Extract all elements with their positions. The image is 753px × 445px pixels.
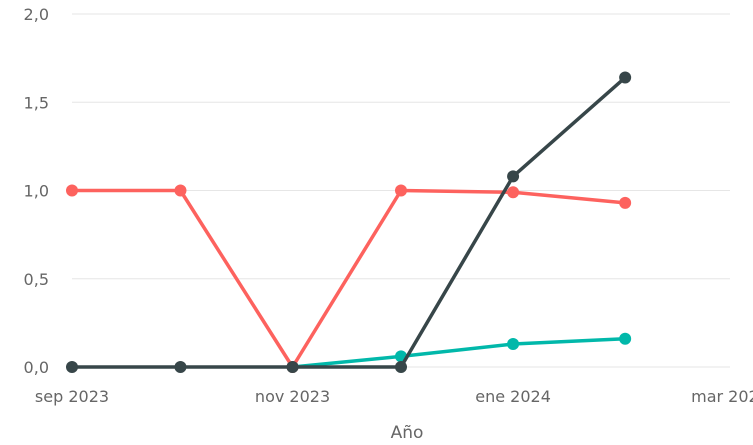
data-point[interactable] xyxy=(507,186,520,199)
data-point[interactable] xyxy=(507,170,520,183)
data-point[interactable] xyxy=(507,338,520,351)
data-point[interactable] xyxy=(395,361,407,373)
series-2 xyxy=(66,71,632,373)
series-line xyxy=(70,188,627,369)
data-point[interactable] xyxy=(286,361,299,373)
y-tick-label: 1,0 xyxy=(24,182,49,201)
x-tick-label: mar 2024 xyxy=(691,387,753,406)
data-point[interactable] xyxy=(66,184,78,197)
y-tick-label: 2,0 xyxy=(24,5,49,24)
y-axis-ticks: 0,0 0,5 1,0 1,5 2,0 xyxy=(24,5,49,377)
data-point[interactable] xyxy=(619,196,632,209)
y-tick-label: 0,0 xyxy=(24,358,49,377)
x-tick-label: ene 2024 xyxy=(475,387,551,406)
series-line xyxy=(290,337,627,369)
data-point[interactable] xyxy=(619,71,632,84)
x-tick-label: sep 2023 xyxy=(35,387,109,406)
x-axis-title: Año xyxy=(391,423,424,443)
y-tick-label: 1,5 xyxy=(24,93,49,112)
y-tick-label: 0,5 xyxy=(24,270,49,289)
x-axis-ticks: sep 2023 nov 2023 ene 2024 mar 2024 xyxy=(35,387,753,406)
data-point[interactable] xyxy=(174,184,187,197)
data-point[interactable] xyxy=(619,332,632,345)
data-point[interactable] xyxy=(395,184,407,197)
series-lines xyxy=(66,71,632,373)
data-point[interactable] xyxy=(174,361,187,373)
data-point[interactable] xyxy=(66,361,78,373)
series-line xyxy=(70,75,627,369)
x-tick-label: nov 2023 xyxy=(255,387,330,406)
